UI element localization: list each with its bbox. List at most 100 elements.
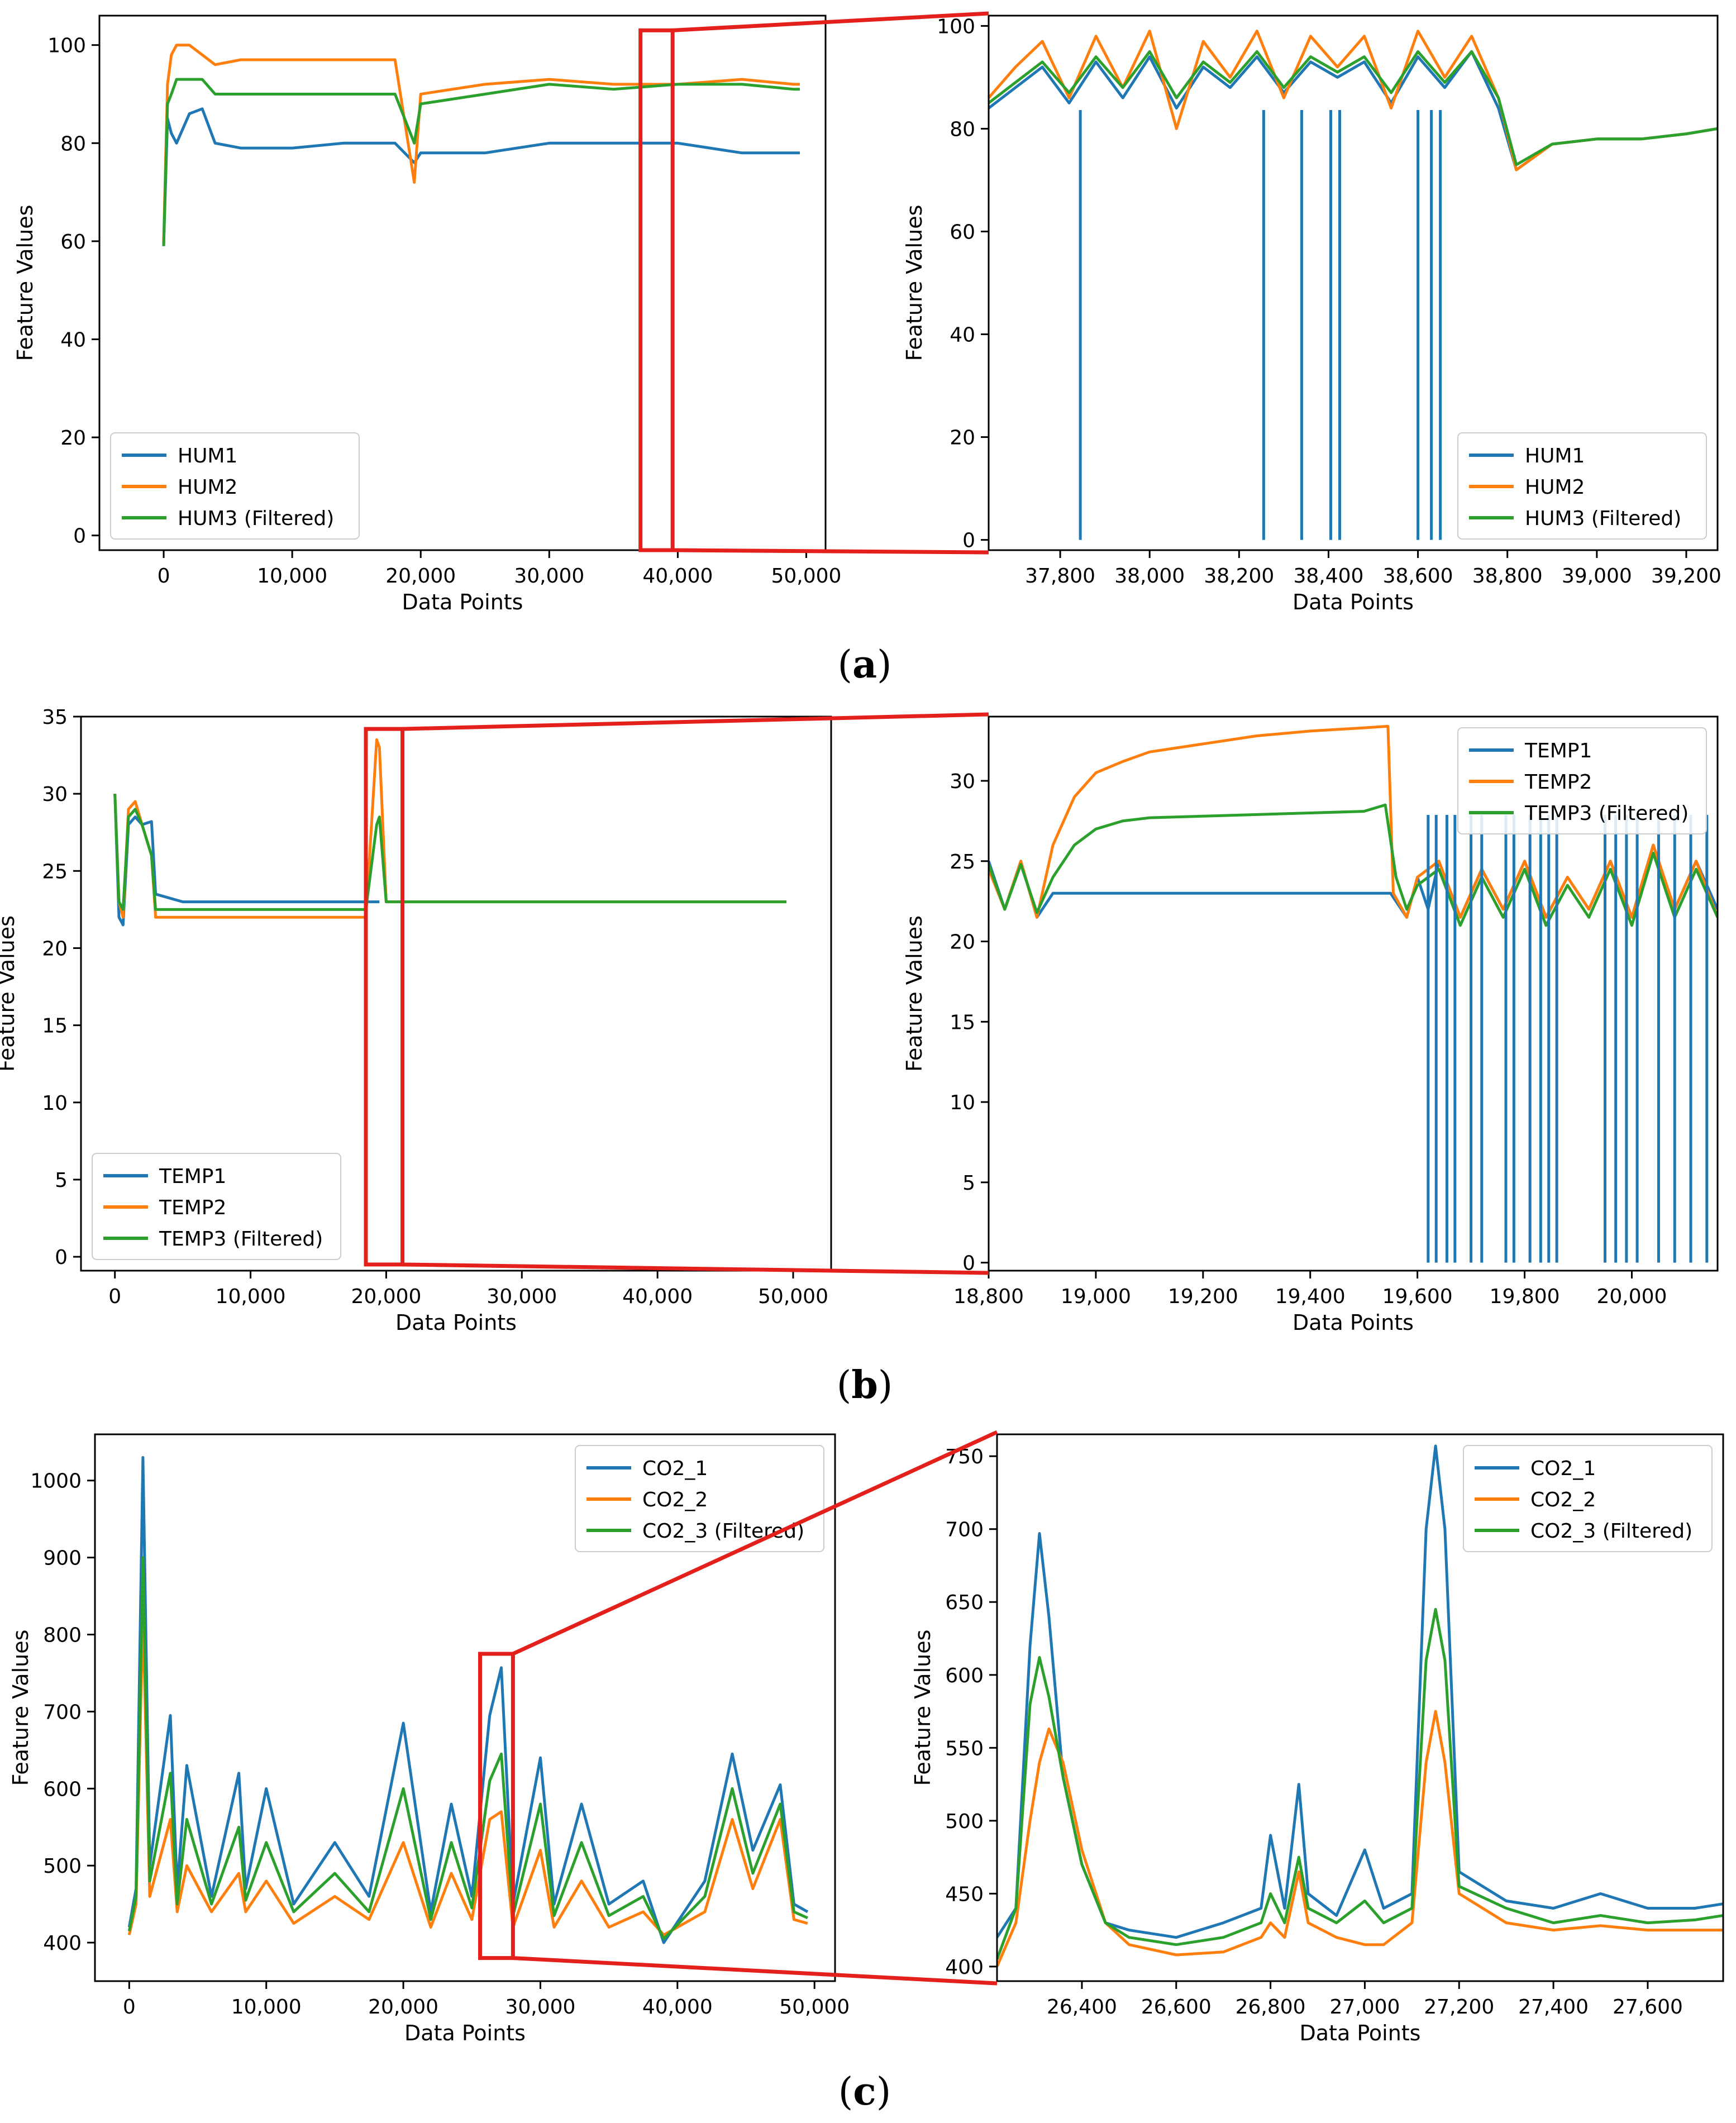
zoom-region-b-left [364, 727, 405, 1267]
y-tick-label: 20 [42, 937, 68, 960]
x-axis-label: Data Points [1293, 1310, 1414, 1335]
legend-box [110, 432, 360, 540]
series-line-hum3-filtered- [989, 50, 1718, 166]
legend-label: TEMP3 (Filtered) [159, 1228, 323, 1251]
legend-label: TEMP1 [1524, 740, 1592, 762]
legend-box [575, 1445, 824, 1552]
series-line-hum1 [162, 107, 800, 246]
y-tick-label: 40 [950, 324, 975, 347]
series-line-co2-1 [997, 1444, 1723, 1939]
x-tick-label: 38,800 [1472, 565, 1543, 588]
x-tick-label: 19,400 [1275, 1285, 1346, 1308]
legend-box [92, 1153, 341, 1260]
series-line-hum1 [989, 50, 1718, 171]
x-tick-label: 19,200 [1168, 1285, 1238, 1308]
x-tick-label: 39,000 [1562, 565, 1632, 588]
x-tick-label: 0 [158, 565, 170, 588]
x-tick-label: 0 [123, 1996, 136, 2019]
zoom-connector-bottom [673, 548, 989, 555]
y-tick-label: 20 [950, 931, 975, 954]
series-line-hum2 [162, 44, 800, 241]
legend: TEMP1 TEMP2 TEMP3 (Filtered) [92, 1153, 341, 1260]
x-tick-label: 27,400 [1518, 1996, 1589, 2019]
y-axis-label: Feature Values [902, 915, 927, 1072]
y-tick-label: 30 [42, 783, 68, 806]
x-tick-label: 30,000 [505, 1996, 575, 2019]
axes-frame [988, 15, 1719, 551]
y-axis-label: Feature Values [910, 1630, 935, 1786]
y-tick-label: 900 [43, 1547, 82, 1570]
legend-label: HUM2 [178, 476, 237, 499]
y-tick-label: 80 [60, 132, 86, 155]
y-tick-label: 400 [43, 1932, 82, 1955]
x-tick-label: 30,000 [487, 1285, 557, 1308]
series-line-hum3-filtered- [162, 78, 800, 246]
y-tick-label: 0 [55, 1246, 68, 1269]
plot-area [113, 738, 786, 927]
legend-box [1457, 432, 1707, 540]
axes-frame [98, 15, 827, 551]
y-tick-label: 20 [60, 427, 86, 450]
legend: TEMP1 TEMP2 TEMP3 (Filtered) [1457, 727, 1707, 834]
y-tick-label: 15 [950, 1011, 975, 1034]
series-line-co2-3-filtered- [997, 1607, 1723, 1960]
x-tick-label: 18,800 [953, 1285, 1024, 1308]
y-tick-label: 750 [945, 1445, 984, 1468]
series-line-temp3-filtered- [989, 803, 1718, 927]
y-tick-label: 0 [73, 525, 86, 548]
series-line-temp1 [989, 843, 1718, 919]
y-tick-label: 10 [42, 1092, 68, 1115]
zoom-connector-top [402, 712, 989, 731]
y-tick-label: 0 [962, 1252, 975, 1275]
x-tick-label: 40,000 [622, 1285, 693, 1308]
chart-b-right: 18,800 19,000 19,200 19,400 19,600 19,800 20,0… [902, 715, 1719, 1335]
x-tick-label: 50,000 [771, 565, 842, 588]
y-tick-label: 10 [950, 1091, 975, 1114]
zoom-region-c-left [478, 1652, 515, 1960]
legend-label: TEMP2 [159, 1196, 226, 1219]
y-tick-label: 60 [60, 231, 86, 254]
zoom-connector-top [512, 1430, 998, 1656]
y-tick-label: 600 [945, 1664, 984, 1687]
series-line-co2-2 [997, 1710, 1723, 1967]
x-axis-label: Data Points [402, 590, 523, 614]
chart-c-right: 26,400 26,600 26,800 27,000 27,200 27,400 27,6… [910, 1433, 1724, 2045]
x-tick-label: 10,000 [231, 1996, 302, 2019]
legend-label: CO2_3 (Filtered) [1530, 1520, 1692, 1543]
series-line-temp2 [113, 738, 786, 919]
chart-c-left: 0 10,000 20,000 30,000 40,000 50,000 400 500 600… [8, 1433, 850, 2045]
legend-label: TEMP1 [159, 1165, 226, 1188]
y-tick-label: 20 [950, 427, 975, 450]
axes-frame [94, 1433, 836, 1982]
legend-box [1457, 727, 1707, 834]
y-tick-label: 40 [60, 328, 86, 351]
x-tick-label: 26,600 [1141, 1996, 1212, 2019]
x-tick-label: 20,000 [1596, 1285, 1667, 1308]
y-tick-label: 35 [42, 706, 68, 729]
y-tick-label: 500 [43, 1855, 82, 1878]
x-tick-label: 37,800 [1025, 565, 1095, 588]
y-tick-label: 25 [950, 851, 975, 874]
x-tick-label: 19,800 [1490, 1285, 1560, 1308]
legend-label: HUM1 [178, 445, 237, 467]
zoom-connector-top [673, 11, 989, 32]
y-tick-label: 450 [945, 1883, 984, 1906]
plot-area [162, 44, 800, 246]
y-axis-label: Feature Values [0, 915, 19, 1072]
series-line-temp3-filtered- [113, 794, 786, 911]
y-tick-label: 100 [937, 15, 975, 38]
x-tick-label: 20,000 [385, 565, 456, 588]
x-axis-label: Data Points [395, 1310, 517, 1335]
y-tick-label: 600 [43, 1778, 82, 1801]
legend-label: TEMP3 (Filtered) [1524, 802, 1689, 825]
x-axis-label: Data Points [1300, 2021, 1421, 2045]
series-line-hum2 [989, 30, 1718, 171]
legend-label: HUM2 [1525, 476, 1585, 499]
axes-frame [996, 1433, 1724, 1982]
x-tick-label: 50,000 [758, 1285, 828, 1308]
x-tick-label: 27,200 [1424, 1996, 1494, 2019]
legend-label: HUM3 (Filtered) [178, 507, 334, 530]
axes-frame [80, 715, 832, 1272]
